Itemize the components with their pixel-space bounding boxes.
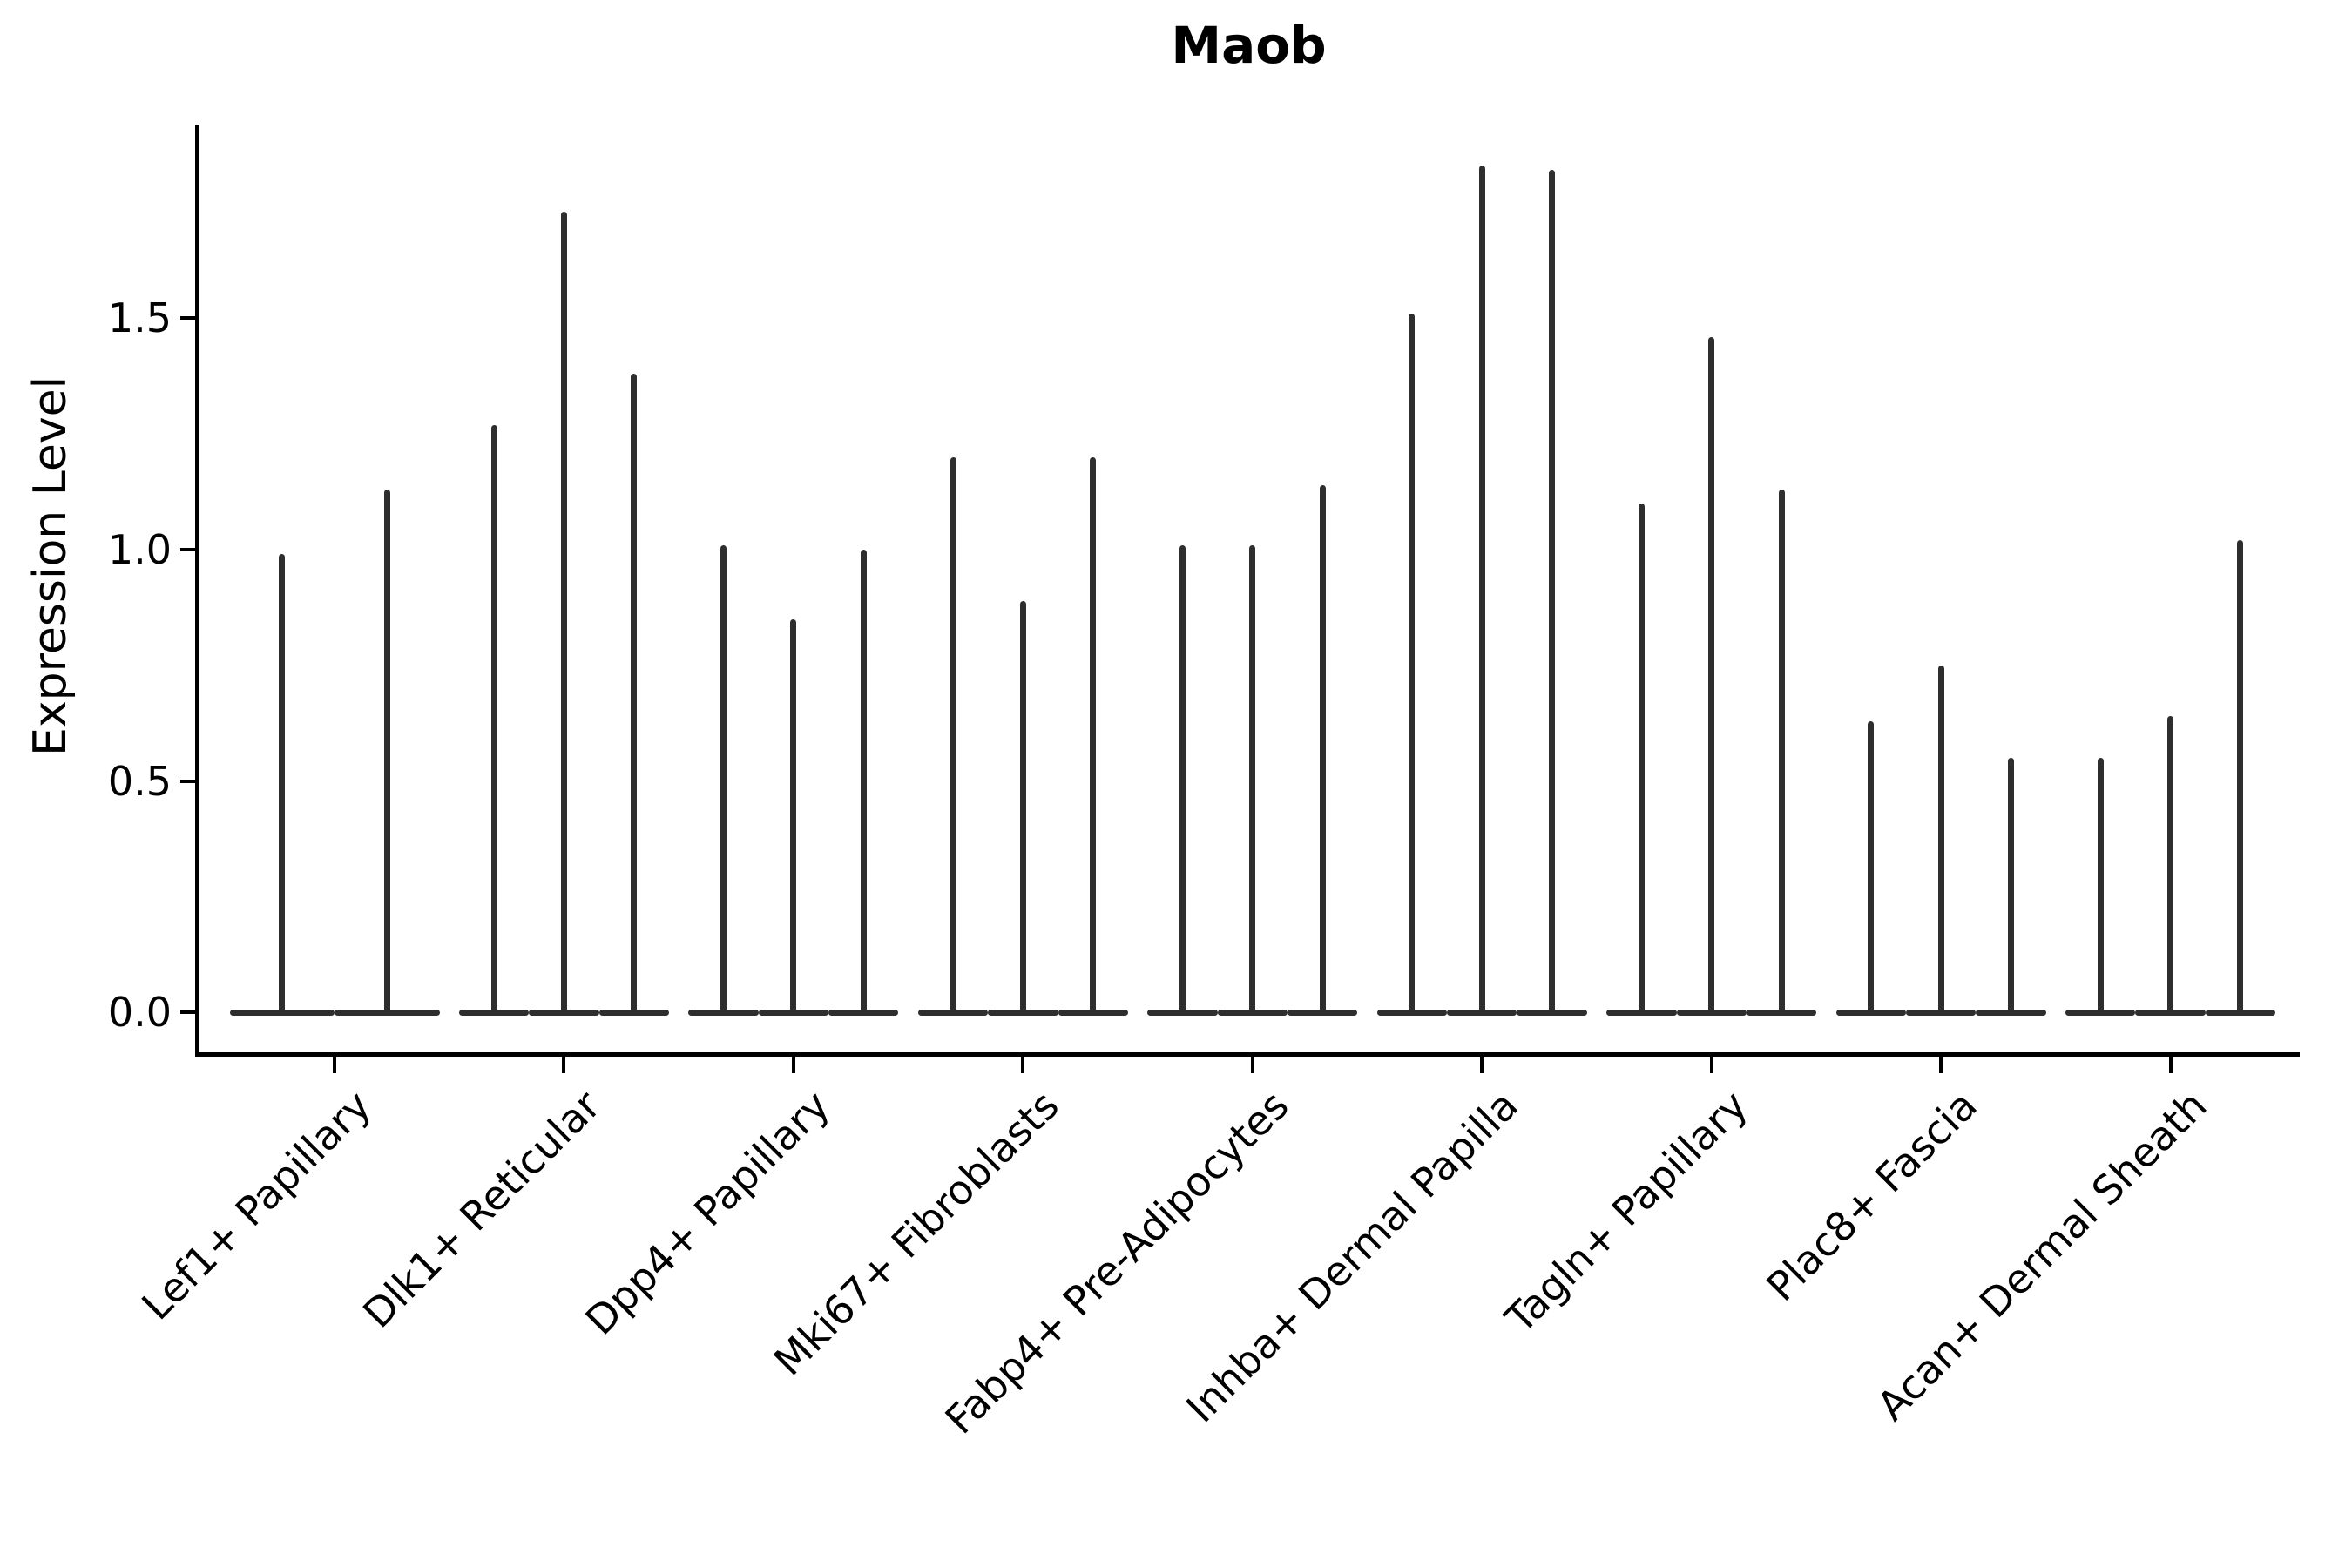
violin-max-spike — [1549, 170, 1556, 1016]
x-axis-tick — [2168, 1056, 2173, 1073]
y-axis-tick — [180, 316, 198, 321]
violin-max-spike — [2007, 758, 2014, 1016]
y-axis-tick — [180, 779, 198, 783]
violin-max-spike — [1409, 314, 1416, 1016]
y-axis-tick — [180, 548, 198, 552]
violin-max-spike — [1868, 720, 1875, 1016]
x-tick-label: Lef1+ Papillary — [132, 1081, 380, 1329]
violin-max-spike — [1708, 336, 1715, 1016]
violin-max-spike — [1249, 544, 1256, 1016]
x-axis-tick — [1709, 1056, 1713, 1073]
x-tick-label: Dlk1+ Reticular — [354, 1081, 610, 1337]
violin-max-spike — [2237, 540, 2244, 1016]
x-axis-tick — [1480, 1056, 1484, 1073]
violin-max-spike — [560, 212, 567, 1016]
violin-max-spike — [2097, 758, 2104, 1016]
x-axis-tick — [791, 1056, 795, 1073]
y-axis-spine — [195, 125, 199, 1056]
x-axis-tick — [562, 1056, 566, 1073]
x-axis-tick — [1021, 1056, 1025, 1073]
violin-max-spike — [490, 424, 497, 1016]
x-tick-label: Tagln+ Papillary — [1496, 1081, 1757, 1342]
violin-max-spike — [631, 374, 638, 1016]
violin-max-spike — [790, 618, 797, 1016]
y-tick-label: 0.0 — [107, 989, 172, 1037]
violin-max-spike — [1019, 600, 1026, 1016]
chart-title: Maob — [1171, 16, 1327, 75]
violin-max-spike — [720, 544, 727, 1016]
violin-max-spike — [279, 554, 286, 1016]
violin-max-spike — [2167, 716, 2174, 1016]
x-axis-tick — [333, 1056, 336, 1073]
x-tick-label: Plac8+ Fascia — [1757, 1081, 1986, 1310]
x-axis-tick — [1250, 1056, 1254, 1073]
violin-max-spike — [1179, 544, 1186, 1016]
x-tick-label: Dpp4+ Papillary — [576, 1081, 839, 1344]
violin-max-spike — [1937, 665, 1944, 1016]
violin-max-spike — [1478, 166, 1485, 1016]
violin-max-spike — [1090, 456, 1097, 1016]
violin-max-spike — [950, 456, 956, 1016]
y-axis-label: Expression Level — [24, 375, 77, 757]
violin-max-spike — [860, 550, 867, 1016]
y-tick-label: 0.5 — [107, 757, 172, 805]
violin-max-spike — [1319, 484, 1326, 1016]
y-axis-tick — [180, 1010, 198, 1015]
violin-max-spike — [1638, 503, 1645, 1016]
x-axis-tick — [1939, 1056, 1943, 1073]
violin-max-spike — [1778, 490, 1785, 1016]
x-axis-spine — [195, 1052, 2300, 1057]
y-tick-label: 1.0 — [107, 526, 172, 574]
y-tick-label: 1.5 — [107, 294, 172, 342]
violin-max-spike — [383, 490, 390, 1016]
